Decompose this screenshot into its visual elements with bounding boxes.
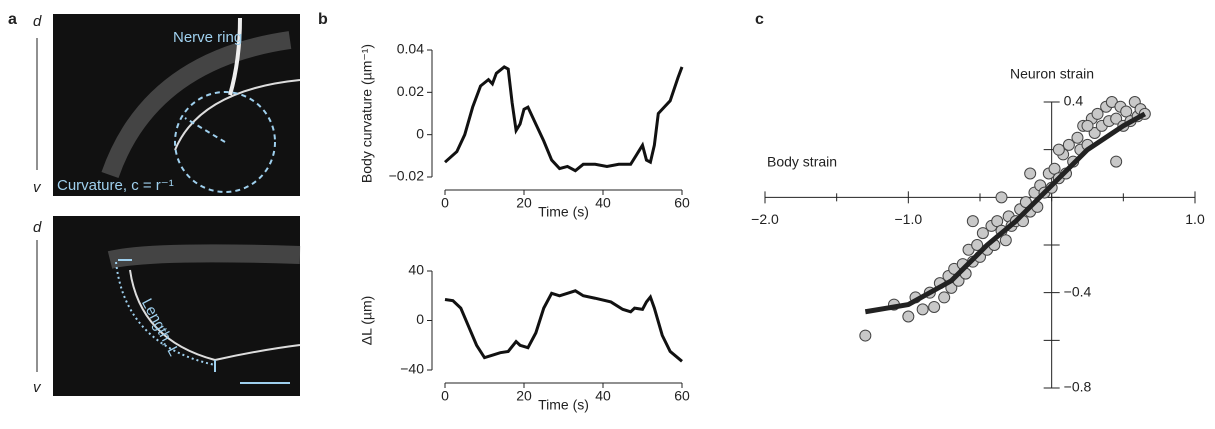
y-tick-label: 0 xyxy=(416,311,424,327)
scatter-point xyxy=(859,329,872,342)
y-axis-label: Body curvature (µm⁻¹) xyxy=(359,44,375,183)
x-tick-label: 60 xyxy=(674,195,690,211)
neuron xyxy=(129,269,301,362)
x-tick-label: 1.0 xyxy=(1185,211,1205,227)
y-tick-label: 0.02 xyxy=(397,83,424,99)
scatter-point xyxy=(1071,131,1084,144)
x-axis-label: Body strain xyxy=(767,154,837,170)
scatter-point xyxy=(1088,126,1101,139)
neuron xyxy=(174,79,301,151)
x-tick-label: 20 xyxy=(516,195,532,211)
scatter-point xyxy=(971,239,984,251)
panel-letter: a xyxy=(8,11,17,28)
nerve-ring xyxy=(228,17,242,96)
scatter-point xyxy=(1110,155,1123,168)
scatter-point xyxy=(1052,143,1065,156)
scatter-point xyxy=(995,191,1008,204)
annotation: Nerve ring xyxy=(173,29,242,46)
scatter-point xyxy=(976,227,989,240)
dorsal-label: d xyxy=(33,219,42,236)
x-tick-label: 40 xyxy=(595,195,611,211)
scatter-point xyxy=(902,310,915,323)
y-axis-label: ΔL (µm) xyxy=(359,296,375,346)
scatter-point xyxy=(999,234,1012,247)
ventral-label: v xyxy=(33,179,42,196)
scatter-point xyxy=(1081,119,1094,132)
micrograph xyxy=(53,216,300,396)
y-tick-label: −0.8 xyxy=(1064,379,1092,395)
x-tick-label: 0 xyxy=(441,195,449,211)
worm-body xyxy=(107,244,301,269)
scatter-point xyxy=(928,300,941,313)
y-tick-label: 0.4 xyxy=(1064,93,1084,109)
data-line xyxy=(444,65,684,173)
annotation: Curvature, c = r⁻¹ xyxy=(57,177,174,194)
y-tick-label: −0.4 xyxy=(1064,283,1092,299)
x-tick-label: 20 xyxy=(516,388,532,404)
scatter-point xyxy=(1110,112,1123,125)
x-tick-label: 40 xyxy=(595,388,611,404)
y-tick-label: −40 xyxy=(400,361,424,377)
data-line xyxy=(444,289,683,363)
scatter-point xyxy=(1091,107,1104,120)
scatter-point xyxy=(1024,167,1037,180)
x-tick-label: −2.0 xyxy=(751,211,779,227)
curvature-circle xyxy=(174,91,276,193)
x-tick-label: 0 xyxy=(441,388,449,404)
y-tick-label: 0 xyxy=(416,125,424,141)
y-tick-label: −0.02 xyxy=(389,168,425,184)
radius xyxy=(184,117,226,143)
x-axis-label: Time (s) xyxy=(538,397,589,413)
scatter-point xyxy=(938,291,951,304)
ventral-label: v xyxy=(33,379,42,396)
fit-line xyxy=(864,111,1147,315)
x-tick-label: 60 xyxy=(674,388,690,404)
scatter-point xyxy=(966,215,979,228)
dorsal-label: d xyxy=(33,13,42,30)
y-tick-label: 0.04 xyxy=(397,41,424,57)
scatter-point xyxy=(916,303,929,316)
x-tick-label: −1.0 xyxy=(895,211,923,227)
panel-letter: c xyxy=(755,11,764,28)
x-axis-label: Time (s) xyxy=(538,204,589,220)
scatter-point xyxy=(1062,138,1075,151)
y-tick-label: 40 xyxy=(408,262,424,278)
panel-letter: b xyxy=(318,11,328,28)
worm-body xyxy=(101,31,292,179)
y-axis-label: Neuron strain xyxy=(1010,66,1094,82)
